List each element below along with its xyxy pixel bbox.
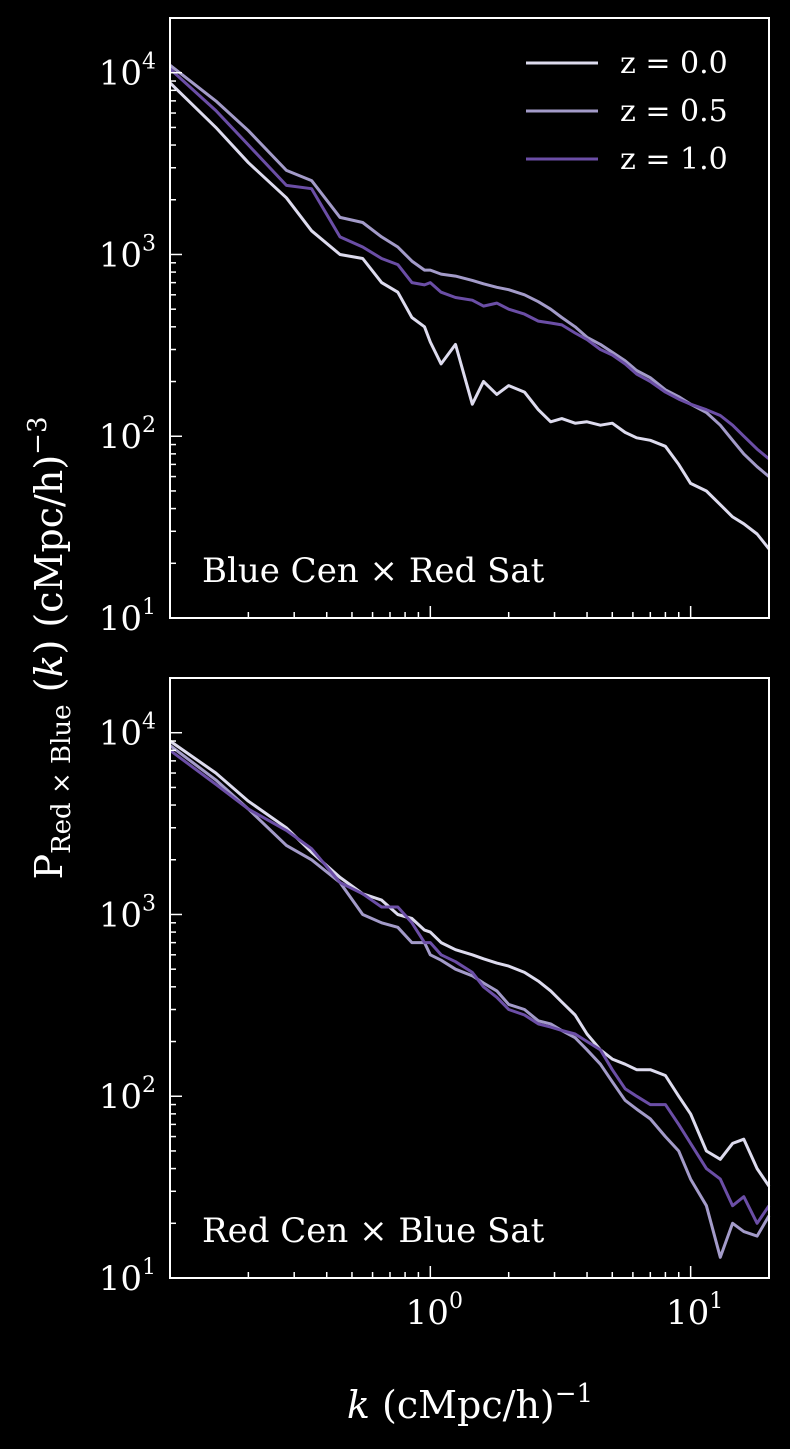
y-tick-exp: 3 [142, 891, 156, 916]
y-label-k: k [27, 654, 71, 677]
y-tick-label-top: 104 [99, 50, 156, 94]
y-tick-label-bottom: 104 [99, 710, 156, 754]
y-tick-base: 10 [99, 714, 142, 754]
legend-label-0: z = 0.0 [620, 46, 728, 81]
y-tick-exp: 4 [142, 50, 156, 75]
y-tick-label-top: 103 [99, 231, 156, 275]
y-label-sub: Red × Blue [47, 704, 77, 853]
panel-top-series-line-2 [168, 67, 770, 461]
legend-label-1: z = 0.5 [620, 94, 728, 129]
panel-bottom-series-line-2 [169, 749, 771, 1225]
x-tick-label: 100 [406, 1289, 463, 1333]
y-tick-label-bottom: 102 [99, 1073, 156, 1117]
y-tick-base: 10 [99, 417, 142, 457]
y-label-exp: −3 [23, 417, 53, 455]
x-tick-label: 101 [666, 1289, 723, 1333]
y-tick-label-bottom: 103 [99, 891, 156, 935]
panel-bottom-frame [169, 677, 770, 1279]
y-tick-exp: 3 [142, 231, 156, 256]
y-tick-exp: 1 [142, 595, 156, 620]
legend-label-2: z = 1.0 [620, 142, 728, 177]
y-label-open: ( [27, 678, 71, 705]
x-axis-label: k (cMpc/h)−1 [347, 1379, 593, 1427]
panel-top-annotation: Blue Cen × Red Sat [202, 551, 545, 591]
y-label-main: P [27, 854, 71, 880]
x-label-k: k [347, 1383, 370, 1427]
panel-top-series [168, 64, 771, 550]
x-label-exp: −1 [555, 1379, 593, 1409]
y-label-close: ) (cMpc/h) [27, 455, 71, 655]
y-tick-label-bottom: 101 [99, 1255, 156, 1299]
x-tick-base: 10 [666, 1293, 709, 1333]
y-tick-label-top: 101 [99, 595, 156, 639]
panel-bottom-annotation: Red Cen × Blue Sat [202, 1211, 545, 1251]
y-tick-base: 10 [99, 54, 142, 94]
x-tick-base: 10 [406, 1293, 449, 1333]
y-tick-exp: 4 [142, 710, 156, 735]
y-tick-base: 10 [99, 1077, 142, 1117]
y-tick-base: 10 [99, 599, 142, 639]
y-tick-base: 10 [99, 895, 142, 935]
panel-bottom-series-line-0 [169, 739, 771, 1188]
legend: z = 0.0 z = 0.5 z = 1.0 [526, 46, 728, 177]
y-tick-exp: 2 [142, 413, 156, 438]
y-tick-base: 10 [99, 1259, 142, 1299]
panel-bottom-series [169, 739, 771, 1259]
x-tick-exp: 1 [709, 1289, 723, 1314]
panel-top-series-line-0 [168, 81, 771, 550]
y-tick-label-top: 102 [99, 413, 156, 457]
panel-top-frame [169, 17, 770, 619]
x-tick-exp: 0 [449, 1289, 463, 1314]
y-tick-base: 10 [99, 235, 142, 275]
y-axis-label: PRed × Blue (k) (cMpc/h)−3 [23, 417, 77, 880]
y-tick-exp: 1 [142, 1255, 156, 1280]
x-label-rest: (cMpc/h) [370, 1383, 555, 1427]
panel-bottom-series-line-1 [169, 744, 771, 1259]
y-tick-exp: 2 [142, 1073, 156, 1098]
